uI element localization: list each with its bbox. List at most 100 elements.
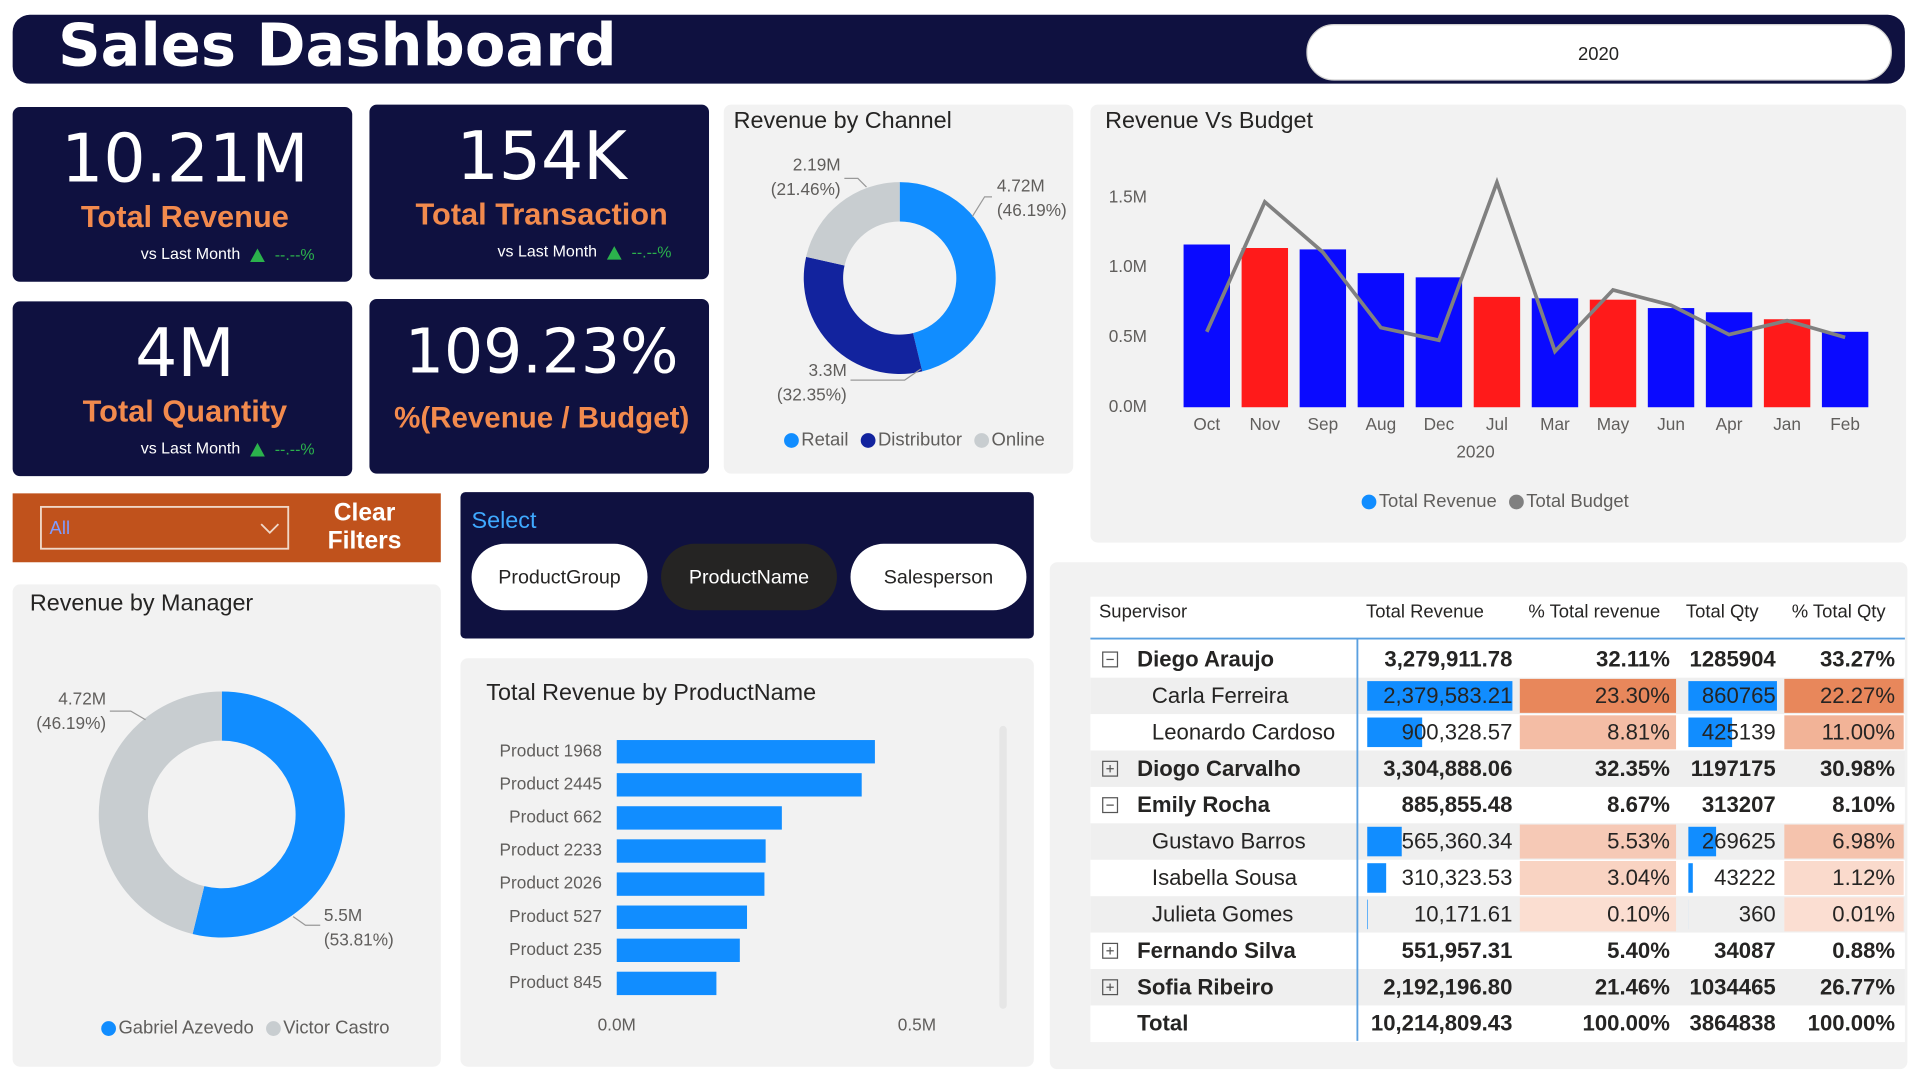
table-cell: 3.04% (1607, 865, 1670, 890)
table-cell: 1034465 (1690, 974, 1776, 999)
table-cell: 10,171.61 (1414, 901, 1512, 926)
product-bar (616, 839, 766, 863)
revenue-bar (1821, 331, 1869, 408)
year-slicer[interactable] (1306, 23, 1892, 81)
row-band (1090, 896, 1905, 933)
expand-toggle[interactable] (1102, 797, 1119, 814)
product-bar (616, 905, 748, 929)
table-cell: 100.00% (1808, 1011, 1896, 1036)
heat-cell (1784, 824, 1904, 859)
legend-label: Gabriel Azevedo (118, 1016, 253, 1037)
table-cell: 5.53% (1607, 829, 1670, 854)
table-cell: 8.67% (1607, 792, 1670, 817)
selector-button[interactable] (850, 543, 1027, 611)
x-tick-label: Oct (1193, 414, 1220, 434)
kpi-value: 10.21M (61, 120, 308, 198)
filter-dropdown-value[interactable]: All (50, 517, 70, 538)
data-label: 3.3M (809, 360, 847, 380)
data-label: 2.19M (793, 155, 841, 175)
data-bar (1367, 681, 1513, 711)
heat-cell (1784, 678, 1904, 713)
table-cell: 1285904 (1690, 647, 1777, 672)
leader-line (971, 196, 992, 217)
expand-toggle[interactable] (1102, 942, 1119, 959)
y-tick-label: 1.0M (1109, 256, 1147, 276)
x-tick-label: Sep (1308, 414, 1339, 434)
data-bar (1367, 717, 1423, 748)
data-bar (1688, 863, 1693, 893)
y-tick-label: Product 2233 (500, 840, 602, 860)
x-tick-label: 0.5M (898, 1015, 936, 1035)
column-header[interactable]: Supervisor (1099, 601, 1187, 622)
expand-toggle[interactable] (1102, 979, 1119, 996)
table-cell: 3,279,911.78 (1384, 647, 1512, 672)
x-tick-label: May (1597, 414, 1630, 434)
data-label: 5.5M (324, 905, 362, 925)
column-header[interactable]: % Total Qty (1792, 601, 1887, 622)
y-tick-label: Product 527 (509, 906, 602, 926)
selector-button[interactable] (471, 543, 648, 611)
kpi-card (12, 301, 353, 477)
dropdown-chevron[interactable] (260, 523, 280, 535)
heat-cell (1519, 860, 1677, 895)
column-header[interactable]: Total Revenue (1366, 601, 1484, 622)
row-label: Isabella Sousa (1152, 865, 1298, 890)
expand-toggle[interactable] (1102, 760, 1119, 777)
product-bar (616, 938, 740, 962)
leader-line (844, 177, 867, 188)
selector-button-label[interactable]: ProductName (689, 566, 809, 588)
revenue-bar (1183, 244, 1230, 408)
column-header[interactable]: % Total revenue (1528, 601, 1660, 622)
kpi-trend-icon (250, 442, 265, 457)
y-tick-label: Product 1968 (500, 740, 602, 760)
y-tick-label: Product 2026 (500, 873, 602, 893)
selector-button-label[interactable]: ProductGroup (498, 566, 621, 588)
data-label-percent: (46.19%) (997, 200, 1067, 220)
legend-marker (101, 1021, 116, 1036)
kpi-delta: --.--% (632, 245, 672, 262)
row-label: Carla Ferreira (1152, 683, 1289, 708)
table-cell: 425139 (1702, 719, 1776, 744)
y-tick-label: 1.5M (1109, 186, 1147, 206)
x-tick-label: Apr (1716, 414, 1743, 434)
table-cell: 26.77% (1820, 974, 1895, 999)
selector-button[interactable] (661, 543, 837, 611)
column-header[interactable]: Total Qty (1686, 601, 1760, 622)
table-cell: 10,214,809.43 (1371, 1011, 1513, 1036)
x-tick-label: Nov (1250, 414, 1281, 434)
row-label: Fernando Silva (1137, 938, 1296, 963)
expand-toggle[interactable] (1102, 651, 1119, 668)
table-cell: 22.27% (1820, 683, 1895, 708)
year-slicer-value[interactable]: 2020 (1578, 43, 1619, 64)
donut-slice (806, 182, 900, 266)
legend-marker (1361, 494, 1377, 510)
row-band (1090, 969, 1905, 1006)
table-cell: 32.11% (1596, 647, 1670, 672)
table-cell: 30.98% (1820, 756, 1895, 781)
row-label: Diego Araujo (1137, 647, 1274, 672)
filter-dropdown[interactable] (40, 505, 290, 550)
clear-filters[interactable]: Clear Filters (314, 493, 415, 562)
legend-label: Total Revenue (1379, 490, 1497, 511)
selector-button-label[interactable]: Salesperson (884, 566, 993, 588)
revenue-bar (1357, 273, 1405, 408)
revenue-bar (1241, 248, 1289, 408)
table-cell: 43222 (1714, 865, 1776, 890)
scrollbar[interactable] (999, 725, 1007, 1009)
clear-filters-button[interactable]: Clear Filters (327, 499, 402, 555)
table-cell: 900,328.57 (1402, 719, 1513, 744)
revenue-bar (1473, 296, 1521, 408)
selector-title: Select (472, 507, 537, 533)
donut-slice (98, 691, 222, 934)
table-cell: 6.98% (1832, 829, 1895, 854)
table-cell: 34087 (1714, 938, 1776, 963)
data-label-percent: (53.81%) (324, 930, 394, 950)
table-body (1090, 596, 1905, 1043)
data-bar (1688, 826, 1717, 857)
table-cell: 5.40% (1607, 938, 1670, 963)
legend-label: Retail (801, 428, 848, 449)
legend-marker (784, 433, 799, 448)
revenue-bar (1763, 319, 1811, 408)
